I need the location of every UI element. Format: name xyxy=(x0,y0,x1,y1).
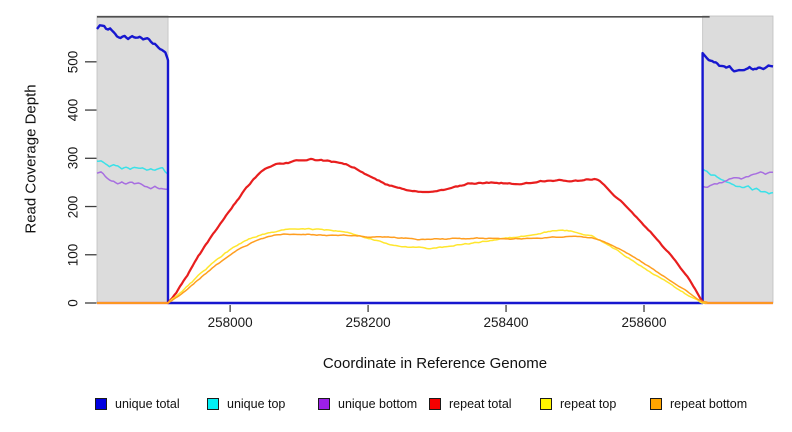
legend-swatch-icon xyxy=(207,398,219,410)
legend-item-unique-total: unique total xyxy=(95,396,180,412)
y-tick-label: 300 xyxy=(65,147,81,170)
legend-label: repeat bottom xyxy=(670,397,748,411)
legend-item-repeat-total: repeat total xyxy=(429,396,512,412)
legend-swatch-icon xyxy=(318,398,330,410)
x-tick-label: 258200 xyxy=(345,315,391,330)
legend-swatch-icon xyxy=(429,398,441,410)
series-line-unique-total xyxy=(96,24,774,305)
legend-item-unique-bottom: unique bottom xyxy=(318,396,417,412)
y-tick-label: 100 xyxy=(65,243,81,267)
series-line-repeat-total xyxy=(97,157,773,305)
x-tick-label: 258400 xyxy=(483,315,529,330)
legend-label: unique bottom xyxy=(338,397,418,411)
y-tick-label: 400 xyxy=(65,98,81,122)
y-tick-label: 0 xyxy=(65,299,81,307)
legend-label: unique top xyxy=(227,397,286,411)
shaded-region-left-flank xyxy=(96,15,169,304)
x-tick-label: 258600 xyxy=(621,315,667,330)
legend-swatch-icon xyxy=(540,398,552,410)
legend-label: repeat total xyxy=(449,397,512,411)
y-tick-label: 500 xyxy=(65,50,81,74)
legend-item-repeat-bottom: repeat bottom xyxy=(650,396,747,412)
y-axis-title: Read Coverage Depth xyxy=(22,84,40,234)
legend-label: unique total xyxy=(115,397,180,411)
x-axis-title: Coordinate in Reference Genome xyxy=(322,355,548,372)
legend-swatch-icon xyxy=(650,398,662,410)
shaded-region-right-flank xyxy=(702,15,774,304)
y-tick-label: 200 xyxy=(65,195,81,218)
series-line-repeat-bottom xyxy=(97,233,773,304)
legend-item-unique-top: unique top xyxy=(207,396,285,412)
legend-item-repeat-top: repeat top xyxy=(540,396,616,412)
x-tick-label: 258000 xyxy=(207,315,253,330)
legend-label: repeat top xyxy=(560,397,617,411)
legend-swatch-icon xyxy=(95,398,107,410)
series-line-repeat-top xyxy=(97,227,773,304)
